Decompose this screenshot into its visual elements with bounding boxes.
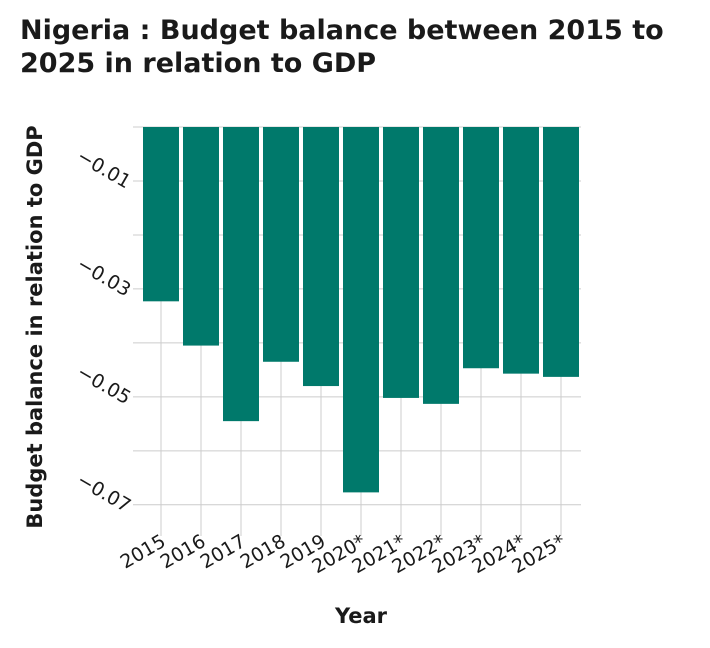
y-axis: −0.01 −0.03 −0.05 −0.07 bbox=[73, 145, 134, 517]
bar-2019 bbox=[303, 127, 339, 387]
bar-2016 bbox=[183, 127, 219, 346]
y-tick-label: −0.01 bbox=[73, 145, 134, 193]
x-axis-title: Year bbox=[334, 604, 388, 628]
bar-2021-proj bbox=[383, 127, 419, 398]
bar-2015 bbox=[143, 127, 179, 302]
bar-2022-proj bbox=[423, 127, 459, 404]
y-tick-label: −0.05 bbox=[73, 361, 134, 409]
bars bbox=[143, 127, 579, 493]
y-axis-title: Budget balance in relation to GDP bbox=[23, 125, 47, 528]
x-axis: 201520162017201820192020*2021*2022*2023*… bbox=[117, 530, 570, 578]
chart-title: Nigeria : Budget balance between 2015 to… bbox=[20, 15, 664, 79]
bar-2017 bbox=[223, 127, 259, 422]
y-tick-label: −0.07 bbox=[73, 469, 134, 517]
bar-2023-proj bbox=[463, 127, 499, 369]
y-tick-label: −0.03 bbox=[73, 253, 134, 301]
bar-2018 bbox=[263, 127, 299, 362]
bar-2024-proj bbox=[503, 127, 539, 374]
bar-2020-proj bbox=[343, 127, 379, 493]
bar-2025-proj bbox=[543, 127, 579, 377]
